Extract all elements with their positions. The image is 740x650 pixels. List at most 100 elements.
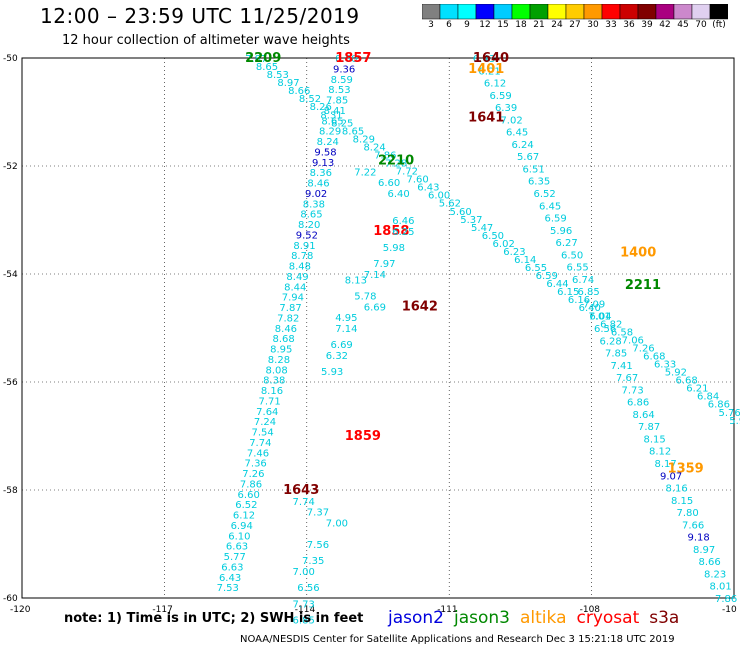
color-scale-label: 24 (551, 20, 563, 30)
swh-value: 8.48 (289, 262, 311, 273)
swh-value: 6.33 (654, 360, 676, 371)
swh-value: 8.41 (324, 106, 346, 117)
satellite-legend: jason2 jason3 altika cryosat s3a (388, 608, 689, 628)
lon-tick-label: -10 (722, 605, 737, 615)
swh-value: 7.66 (682, 520, 704, 531)
swh-value: 6.12 (484, 79, 506, 90)
swh-value: 6.45 (539, 201, 561, 212)
swh-value: 7.56 (307, 540, 329, 551)
color-scale-labels: 3 6 9 12 15 18 21 24 27 30 33 36 39 42 45 70 (ft) (422, 20, 728, 34)
swh-value: 7.86 (240, 479, 262, 490)
lat-tick-label: -58 (3, 486, 18, 496)
swh-value: 8.44 (284, 282, 306, 293)
pass-time-label: 2211 (625, 278, 661, 293)
pass-time-label: 2209 (245, 51, 281, 66)
swh-value: 6.69 (364, 302, 386, 313)
swh-value: 7.86 (374, 150, 396, 161)
page-title: 12:00 – 23:59 UTC 11/25/2019 (40, 4, 360, 28)
swh-value: 7.02 (500, 115, 522, 126)
lon-tick-label: -120 (10, 605, 31, 615)
swh-value: 8.95 (270, 345, 292, 356)
swh-value: 6.21 (686, 384, 708, 395)
lon-tick-label: -111 (437, 605, 457, 615)
lat-tick-label: -52 (3, 162, 18, 172)
swh-value: 7.87 (245, 54, 267, 65)
swh-value: 7.86 (715, 594, 737, 605)
color-scale-label: 21 (533, 20, 545, 30)
swh-value: 6.43 (473, 54, 495, 65)
pass-time-label: 1642 (402, 299, 438, 314)
swh-value: 8.46 (275, 324, 297, 335)
swh-value: 7.14 (364, 270, 386, 281)
legend-item-jason3: jason3 (454, 608, 510, 628)
swh-value: 7.22 (354, 167, 376, 178)
pass-time-label: 1857 (335, 51, 371, 66)
swh-value: 9.58 (314, 147, 336, 158)
swh-value: 6.63 (221, 562, 243, 573)
color-scale-label: 9 (464, 20, 470, 30)
swh-value: 6.55 (566, 263, 588, 274)
swh-value: 8.08 (265, 365, 287, 376)
pass-time-label: 1640 (473, 51, 509, 66)
swh-value: 6.45 (506, 128, 528, 139)
swh-value: 6.84 (697, 392, 719, 403)
swh-value: 6.16 (568, 295, 590, 306)
swh-value: 6.59 (544, 214, 566, 225)
swh-value: 5.62 (439, 199, 461, 210)
swh-value: 6.21 (478, 66, 500, 77)
swh-value: 8.65 (342, 126, 364, 137)
swh-value: 8.65 (321, 116, 343, 127)
swh-value: 4.95 (335, 313, 357, 324)
legend-item-altika: altika (520, 608, 567, 628)
swh-value: 7.28 (385, 159, 407, 170)
swh-value: 8.23 (704, 569, 726, 580)
credit-line: NOAA/NESDIS Center for Satellite Applica… (240, 634, 675, 645)
swh-value: 8.31 (320, 110, 342, 121)
swh-value: 7.72 (396, 167, 418, 178)
swh-value: 5.96 (550, 226, 572, 237)
swh-value: 5.98 (383, 243, 405, 254)
swh-value: 6.52 (533, 189, 555, 200)
swh-value: 7.97 (373, 259, 395, 270)
swh-value: 7.35 (302, 556, 324, 567)
swh-value: 6.40 (387, 189, 409, 200)
swh-value: 8.64 (632, 410, 654, 421)
swh-value: 7.46 (247, 448, 269, 459)
swh-value: 8.25 (331, 118, 353, 129)
color-scale-label: 18 (515, 20, 527, 30)
swh-value: 6.59 (489, 91, 511, 102)
swh-value: 8.59 (331, 75, 353, 86)
swh-value: 9.52 (296, 230, 318, 241)
swh-value: 8.53 (267, 70, 289, 81)
swh-value: 7.87 (638, 422, 660, 433)
color-scale-label: 42 (659, 20, 671, 30)
swh-value: 6.50 (561, 250, 583, 261)
pass-time-label: 1641 (468, 110, 504, 125)
swh-value: 6.46 (392, 216, 414, 227)
swh-value: 5.60 (450, 207, 472, 218)
swh-value: 6.68 (675, 376, 697, 387)
swh-value: 6.51 (522, 164, 544, 175)
swh-value: 6.58 (611, 327, 633, 338)
swh-value: 8.24 (363, 142, 385, 153)
swh-value: 7.41 (610, 361, 632, 372)
swh-value: 5.77 (224, 552, 246, 563)
color-scale-label: 12 (479, 20, 491, 30)
lon-tick-label: -108 (580, 605, 601, 615)
swh-value: 6.60 (378, 178, 400, 189)
color-scale-label: 45 (677, 20, 689, 30)
swh-value: 8.13 (345, 275, 367, 286)
swh-value: 8.17 (654, 459, 676, 470)
swh-value: 6.56 (297, 583, 319, 594)
swh-value: 7.54 (252, 428, 274, 439)
swh-value: 6.00 (428, 191, 450, 202)
lat-tick-label: -50 (3, 54, 18, 64)
pass-time-label: 1400 (620, 245, 656, 260)
swh-value: 7.06 (622, 335, 644, 346)
swh-value: 6.68 (643, 351, 665, 362)
swh-value: 8.38 (303, 199, 325, 210)
swh-value: 7.85 (326, 96, 348, 107)
swh-value: 6.35 (528, 177, 550, 188)
swh-value: 8.46 (307, 179, 329, 190)
